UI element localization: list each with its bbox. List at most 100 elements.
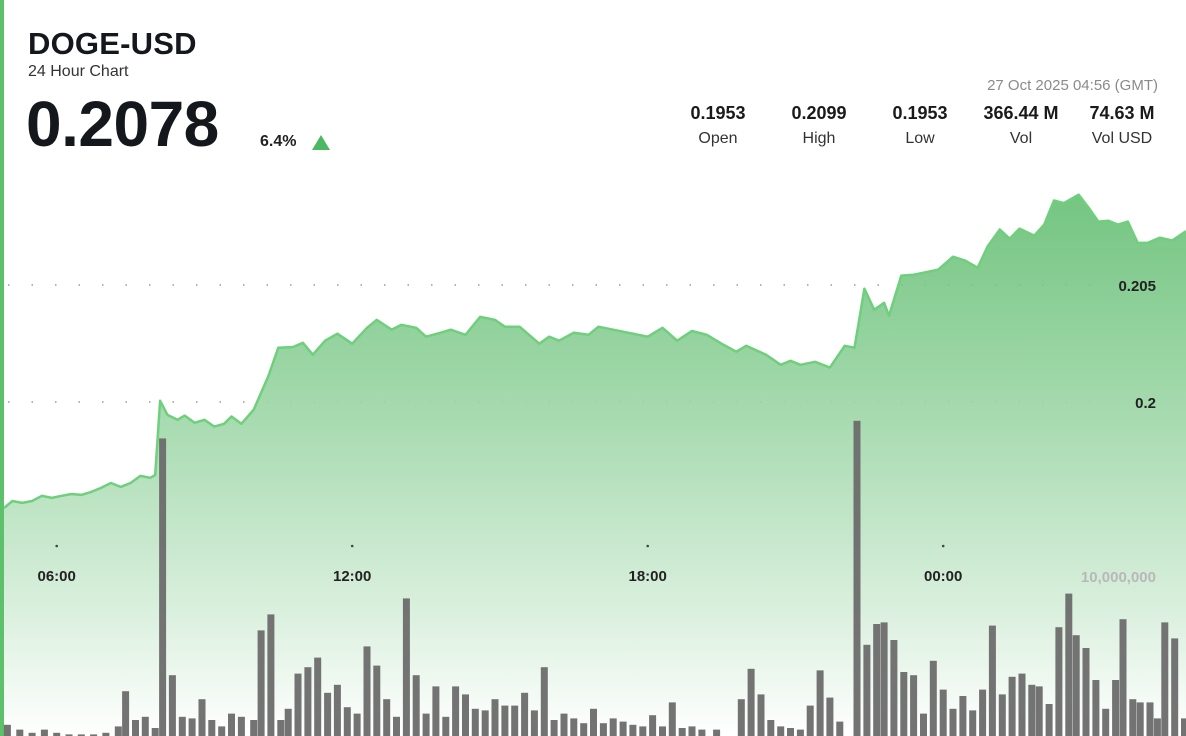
volume-bar	[314, 657, 322, 736]
volume-bar	[1112, 680, 1120, 736]
stat-open-value: 0.1953	[690, 103, 746, 123]
current-price: 0.2078	[26, 88, 219, 160]
volume-bar	[590, 708, 597, 736]
volume-bar	[521, 692, 529, 736]
volume-bar	[151, 728, 159, 736]
timestamp: 27 Oct 2025 04:56 (GMT)	[987, 77, 1158, 94]
volume-bar	[988, 625, 996, 736]
volume-bar	[826, 697, 834, 736]
volume-bar	[1055, 627, 1063, 736]
volume-bar	[53, 732, 61, 736]
volume-bar	[90, 734, 98, 736]
volume-bar	[294, 673, 302, 736]
volume-bar	[900, 672, 908, 736]
volume-bar	[530, 710, 538, 736]
volume-bar	[580, 723, 588, 736]
time-tick-mark	[350, 544, 354, 548]
volume-bar	[619, 721, 627, 736]
symbol-title: DOGE-USD	[28, 26, 197, 61]
volume-bar	[1065, 593, 1073, 736]
volume-bar	[979, 689, 987, 736]
volume-bar	[237, 716, 245, 736]
price-change-percent: 6.4%	[260, 133, 297, 150]
volume-bar	[102, 732, 110, 736]
volume-bar	[462, 694, 469, 736]
volume-bar	[304, 667, 312, 736]
volume-bar	[77, 734, 85, 736]
price-line	[3, 193, 1186, 509]
volume-bar	[873, 624, 881, 736]
volume-bar	[122, 691, 130, 736]
volume-bar	[998, 694, 1006, 736]
volume-bar	[343, 707, 351, 736]
volume-bar	[3, 724, 11, 736]
stat-high: 0.2099 High	[769, 103, 869, 148]
volume-bar	[333, 684, 341, 736]
volume-bar	[363, 646, 371, 736]
volume-bar	[713, 729, 721, 736]
volume-bar	[570, 718, 578, 736]
volume-bar	[639, 726, 647, 736]
volume-bar	[550, 720, 558, 736]
volume-bar	[442, 716, 450, 736]
time-tick-mark	[941, 544, 945, 548]
volume-bar	[208, 720, 216, 736]
volume-bar	[40, 729, 48, 736]
price-area	[4, 194, 1186, 736]
volume-bar	[277, 720, 285, 736]
volume-bar	[511, 705, 519, 736]
volume-bar	[969, 710, 977, 736]
volume-bar	[1181, 718, 1186, 736]
volume-bar	[501, 705, 509, 736]
volume-bar	[688, 726, 696, 736]
stat-vol-value: 366.44 M	[983, 103, 1059, 123]
volume-bar	[863, 644, 871, 736]
time-tick-mark	[646, 544, 649, 548]
volume-bar	[1072, 635, 1080, 736]
volume-bar	[65, 734, 73, 736]
volume-bar	[402, 598, 410, 736]
volume-bar	[747, 668, 755, 736]
volume-bar	[412, 675, 420, 736]
volume-bar	[250, 720, 258, 736]
stat-vol-usd-label: Vol USD	[1091, 130, 1153, 147]
volume-scale-label: 10,000,000	[1081, 569, 1156, 586]
volume-bar	[218, 726, 226, 736]
volume-bar	[178, 716, 186, 736]
volume-bar	[939, 689, 947, 736]
volume-bar	[471, 708, 479, 736]
volume-bar	[698, 729, 706, 736]
time-tick-label: 18:00	[629, 568, 667, 585]
volume-bar	[1171, 638, 1179, 736]
volume-bars	[3, 420, 1186, 736]
volume-bar	[599, 723, 607, 736]
volume-bar	[920, 713, 927, 736]
volume-bar	[1146, 702, 1154, 736]
volume-bar	[168, 675, 176, 736]
volume-bar	[1129, 699, 1137, 736]
axis-labels: 0.2 0.205 06:00 12:00 18:00 00:00 10,000,000	[38, 278, 1156, 586]
stat-vol-usd: 74.63 M Vol USD	[1072, 103, 1172, 148]
volume-bar	[383, 699, 391, 736]
stat-open-label: Open	[698, 130, 738, 147]
volume-bar	[432, 686, 440, 736]
volume-bar	[452, 686, 460, 736]
price-tick-label: 0.205	[1118, 278, 1156, 295]
volume-bar	[188, 718, 196, 736]
stats-panel: 0.1953 Open 0.2099 High 0.1953 Low 366.4…	[668, 103, 1168, 153]
volume-bar	[853, 420, 861, 736]
volume-bar	[257, 630, 265, 736]
stat-vol-usd-value: 74.63 M	[1089, 103, 1155, 123]
stat-open: 0.1953 Open	[668, 103, 768, 148]
volume-bar	[880, 622, 888, 736]
volume-bar	[560, 713, 568, 736]
volume-bar	[737, 699, 745, 736]
chart-subtitle: 24 Hour Chart	[28, 63, 129, 80]
volume-bar	[1082, 648, 1090, 736]
time-tick-label: 12:00	[333, 568, 371, 585]
volume-bar	[949, 708, 957, 736]
volume-bar	[609, 718, 617, 736]
volume-bar	[649, 715, 657, 736]
stat-low: 0.1953 Low	[870, 103, 970, 148]
